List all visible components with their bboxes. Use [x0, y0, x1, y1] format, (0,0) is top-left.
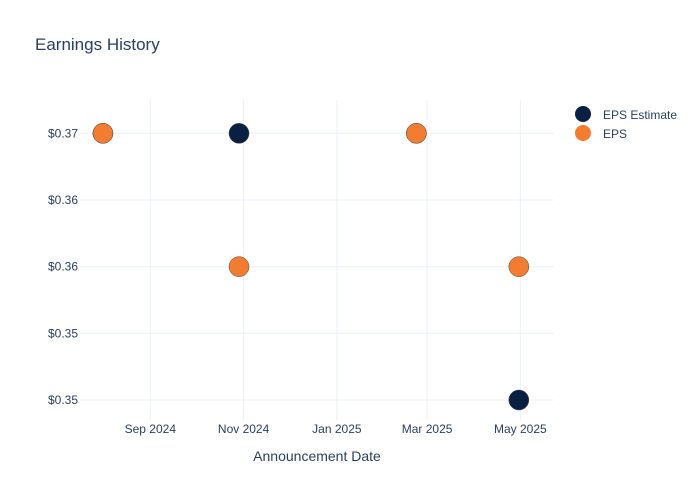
legend: EPS Estimate EPS	[575, 106, 677, 141]
y-tick-label: $0.35	[48, 393, 78, 407]
point-eps-estimate	[508, 389, 530, 411]
data-markers	[92, 123, 530, 411]
x-tick-label: May 2025	[494, 422, 547, 436]
x-axis-ticks: Sep 2024 Nov 2024 Jan 2025 Mar 2025 May 2025	[125, 422, 547, 436]
legend-label-eps: EPS	[603, 127, 627, 141]
y-axis-ticks: $0.35 $0.35 $0.36 $0.36 $0.37	[48, 126, 78, 407]
point-eps-estimate	[228, 123, 250, 144]
x-tick-label: Jan 2025	[312, 422, 362, 436]
x-tick-label: Sep 2024	[125, 422, 177, 436]
point-eps	[228, 256, 250, 277]
y-tick-label: $0.36	[48, 193, 78, 207]
point-eps	[508, 256, 530, 277]
point-eps	[406, 123, 427, 144]
chart-title: Earnings History	[35, 35, 160, 54]
y-tick-label: $0.37	[48, 126, 78, 140]
y-tick-label: $0.35	[48, 326, 78, 340]
legend-label-eps-estimate: EPS Estimate	[603, 108, 677, 122]
legend-marker-eps	[575, 125, 591, 141]
x-tick-label: Mar 2025	[402, 422, 453, 436]
point-eps	[92, 123, 114, 144]
grid	[80, 100, 554, 420]
x-tick-label: Nov 2024	[218, 422, 270, 436]
x-axis-label: Announcement Date	[253, 448, 381, 464]
y-tick-label: $0.36	[48, 260, 78, 274]
legend-marker-eps-estimate	[575, 106, 591, 122]
